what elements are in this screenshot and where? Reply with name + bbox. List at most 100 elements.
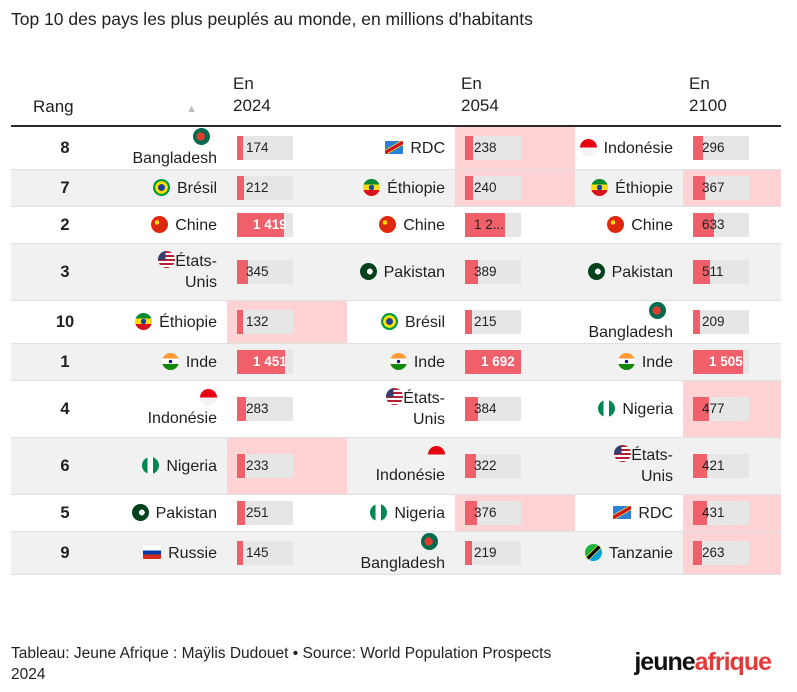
bar-track: 263 [693, 541, 749, 565]
value-label: 215 [474, 314, 497, 329]
value-cell: 283 [227, 381, 347, 438]
rank-header[interactable]: Rang [33, 97, 74, 116]
nigeria-flag-icon [370, 503, 394, 522]
table-row: 9 Russie 145 Bangladesh 219 Tanzanie 263 [11, 531, 781, 575]
country-cell: Nigeria [119, 438, 227, 495]
bar-track: 296 [693, 136, 749, 160]
country-cell: Brésil [347, 301, 455, 344]
header-row: Rang ▲ En 2024 En 2054 En 2100 [11, 55, 781, 126]
value-label: 511 [702, 264, 724, 279]
bar-track: 212 [237, 176, 293, 200]
bangladesh-flag-icon [193, 128, 217, 146]
population-bar [693, 350, 743, 374]
usa-flag-icon [386, 388, 404, 405]
value-cell: 322 [455, 438, 575, 495]
value-cell: 389 [455, 244, 575, 301]
country-cell: Éthiopie [119, 301, 227, 344]
value-label: 145 [246, 545, 269, 560]
year-2100-header[interactable]: En 2100 [689, 74, 727, 115]
value-label: 1 505 [709, 354, 743, 369]
value-label: 132 [246, 314, 269, 329]
value-cell: 212 [227, 170, 347, 207]
country-cell: Indonésie [119, 381, 227, 438]
country-cell: Nigeria [347, 495, 455, 532]
country-name: Brésil [176, 179, 217, 197]
brazil-flag-icon [152, 178, 177, 197]
population-bar [693, 213, 714, 237]
rank-cell: 3 [60, 262, 70, 281]
population-bar [237, 350, 285, 374]
population-bar [465, 350, 521, 374]
country-name: États- Unis [631, 447, 673, 485]
bar-track: 431 [693, 501, 749, 525]
country-cell: RDC [347, 126, 455, 170]
table-row: 6 Nigeria 233 Indonésie 322 États- Unis 421 [11, 437, 781, 495]
value-label: 233 [246, 458, 269, 473]
value-label: 174 [246, 140, 269, 155]
population-bar [465, 541, 472, 565]
country-name: Éthiopie [159, 313, 217, 331]
bar-track: 174 [237, 136, 293, 160]
population-bar [693, 176, 705, 200]
bar-track: 240 [465, 176, 521, 200]
value-cell: 219 [455, 532, 575, 575]
value-label: 1 692 [481, 354, 515, 369]
country-name: Éthiopie [615, 179, 673, 197]
population-bar [237, 501, 245, 525]
bangladesh-flag-icon [649, 302, 673, 320]
country-cell: États- Unis [575, 438, 683, 495]
country-name: Chine [631, 216, 673, 234]
country-cell: États- Unis [347, 381, 455, 438]
table-row: 8 Bangladesh 174 RDC 238 Indonésie 296 [11, 126, 781, 170]
russia-flag-icon [143, 545, 168, 562]
bar-track: 384 [465, 397, 521, 421]
pakistan-flag-icon [359, 262, 384, 281]
value-cell: 1 505 [683, 344, 781, 381]
country-name: Nigeria [166, 457, 217, 475]
population-bar [693, 501, 707, 525]
table-row: 1 Inde 1 451 Inde 1 692 Inde 1 505 [11, 343, 781, 381]
country-cell: Éthiopie [575, 170, 683, 207]
country-cell: Tanzanie [575, 532, 683, 575]
country-name: Indonésie [603, 139, 673, 157]
sort-arrow-icon[interactable]: ▲ [186, 103, 197, 115]
country-name: Nigeria [394, 504, 445, 522]
country-cell: Pakistan [575, 244, 683, 301]
country-name: Éthiopie [387, 179, 445, 197]
value-cell: 251 [227, 495, 347, 532]
country-cell: États- Unis [119, 244, 227, 301]
bar-track: 421 [693, 454, 749, 478]
bar-track: 389 [465, 260, 521, 284]
value-label: 219 [474, 545, 497, 560]
value-cell: 477 [683, 380, 781, 438]
country-cell: RDC [575, 495, 683, 532]
country-cell: Pakistan [119, 495, 227, 532]
rank-cell: 7 [60, 178, 70, 197]
country-name: Nigeria [622, 400, 673, 418]
value-cell: 215 [455, 301, 575, 344]
value-cell: 209 [683, 301, 781, 344]
indonesia-flag-icon [579, 138, 604, 157]
value-cell: 1 419 [227, 207, 347, 244]
population-bar [693, 541, 702, 565]
bar-track: 145 [237, 541, 293, 565]
sort-icon[interactable]: ▲ [119, 55, 227, 126]
rank-cell: 1 [60, 352, 70, 371]
population-bar [237, 397, 246, 421]
country-cell: Indonésie [575, 126, 683, 170]
value-cell: 233 [227, 437, 347, 495]
indonesia-flag-icon [148, 389, 217, 406]
value-label: 296 [702, 140, 725, 155]
rdc-flag-icon [613, 505, 638, 522]
year-2024-header[interactable]: En 2024 [233, 74, 271, 115]
year-2054-header[interactable]: En 2054 [461, 74, 499, 115]
bar-track: 209 [693, 310, 749, 334]
rank-cell: 8 [60, 138, 70, 157]
country-name: Chine [403, 216, 445, 234]
value-cell: 421 [683, 438, 781, 495]
ethiopia-flag-icon [363, 178, 387, 197]
value-cell: 633 [683, 207, 781, 244]
bar-track: 251 [237, 501, 293, 525]
value-label: 1 2... [474, 217, 505, 232]
usa-flag-icon [158, 251, 176, 268]
